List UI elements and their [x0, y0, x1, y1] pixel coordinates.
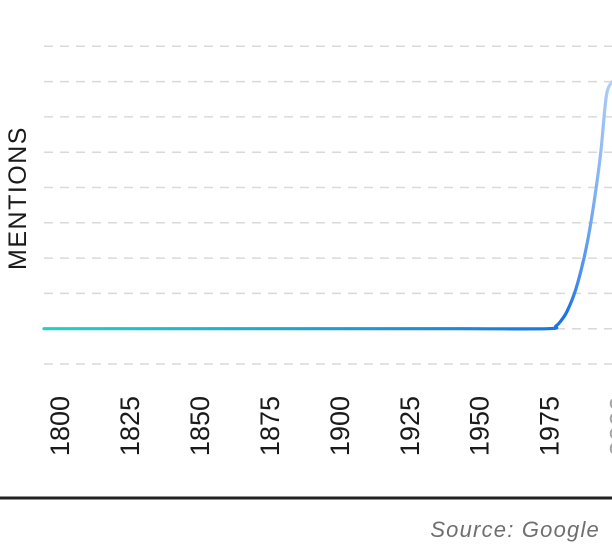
x-tick-label-1800: 1800 — [45, 396, 75, 456]
x-tick-label-1850: 1850 — [185, 396, 215, 456]
series-line-mentions — [42, 80, 612, 331]
x-tick-label-2000: 2000 — [605, 396, 612, 456]
x-tick-label-1825: 1825 — [115, 396, 145, 456]
x-axis-ticks: 1800 1825 1850 1875 1900 1925 1950 1975 2000 — [45, 396, 612, 456]
source-note: Source: Google — [430, 517, 600, 542]
y-axis-label: MENTIONS — [4, 126, 32, 270]
x-tick-label-1950: 1950 — [465, 396, 495, 456]
x-tick-label-1900: 1900 — [325, 396, 355, 456]
x-tick-label-1875: 1875 — [255, 396, 285, 456]
x-tick-label-1975: 1975 — [535, 396, 565, 456]
grid-lines — [44, 45, 612, 365]
x-tick-label-1925: 1925 — [395, 396, 425, 456]
